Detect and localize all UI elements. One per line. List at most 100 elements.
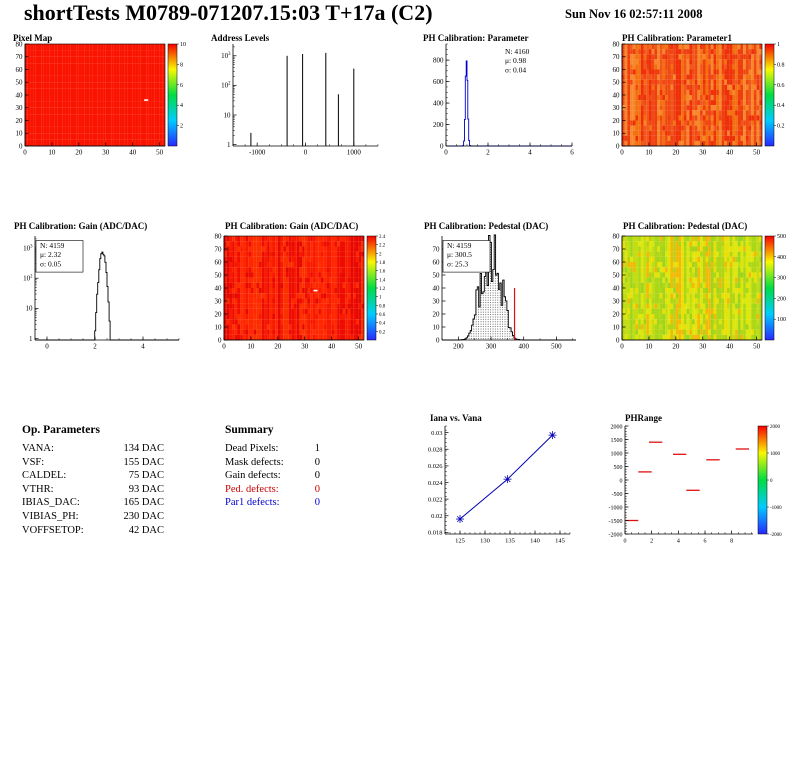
- svg-text:60: 60: [433, 258, 441, 266]
- svg-text:30: 30: [215, 297, 223, 305]
- summary-heading: Summary: [225, 424, 274, 436]
- svg-text:0.2: 0.2: [379, 330, 386, 335]
- svg-text:1000: 1000: [611, 451, 623, 457]
- svg-text:0.02: 0.02: [431, 513, 442, 520]
- svg-text:10: 10: [645, 343, 653, 351]
- ph-parameter-hist-title: PH Calibration: Parameter: [423, 33, 529, 43]
- svg-text:400: 400: [518, 343, 529, 351]
- svg-text:50: 50: [156, 149, 164, 157]
- svg-text:0.8: 0.8: [777, 62, 785, 68]
- svg-text:μ: 0.98: μ: 0.98: [505, 56, 526, 65]
- row-value: 230 DAC: [123, 510, 164, 522]
- svg-text:1.4: 1.4: [379, 278, 386, 283]
- svg-text:70: 70: [215, 245, 223, 253]
- svg-text:10: 10: [645, 149, 653, 157]
- svg-text:30: 30: [433, 297, 441, 305]
- svg-text:200: 200: [453, 343, 464, 351]
- svg-text:10: 10: [16, 130, 24, 138]
- svg-text:40: 40: [129, 149, 137, 157]
- row-label: VANA:: [22, 443, 54, 454]
- svg-text:-2000: -2000: [770, 533, 782, 538]
- svg-text:0: 0: [770, 479, 773, 484]
- data-row: Mask defects: 0: [225, 456, 320, 470]
- svg-text:8: 8: [180, 62, 183, 68]
- phrange-chart: 0 2 4 6 8 2000 1500 1000 500 0 -500 -1000 -1500 -2000…: [609, 424, 783, 544]
- svg-text:200: 200: [433, 121, 444, 129]
- svg-text:20: 20: [613, 310, 621, 318]
- svg-text:800: 800: [433, 56, 444, 64]
- pixel-map-title: Pixel Map: [13, 33, 53, 43]
- svg-text:300: 300: [777, 276, 786, 282]
- svg-text:145: 145: [555, 538, 565, 545]
- svg-text:30: 30: [613, 104, 621, 112]
- ph-parameter-hist-panel: PH Calibration: Parameter 0 2 4 6 0 200 400 600…: [406, 30, 596, 164]
- svg-text:10: 10: [433, 323, 441, 331]
- svg-text:20: 20: [613, 117, 621, 125]
- svg-text:0: 0: [616, 142, 620, 150]
- svg-text:-1000: -1000: [249, 149, 266, 157]
- svg-text:0: 0: [218, 336, 222, 344]
- ph-parameter1-map-panel: PH Calibration: Parameter1 0 10 20 30 40 50 0 1…: [605, 30, 795, 164]
- gain-map-panel: PH Calibration: Gain (ADC/DAC) 0 10 20 30 40…: [207, 218, 397, 354]
- row-label: CALDEL:: [22, 470, 67, 482]
- svg-text:μ: 300.5: μ: 300.5: [447, 250, 472, 259]
- svg-text:0.4: 0.4: [379, 322, 386, 327]
- svg-text:70: 70: [613, 53, 621, 61]
- svg-text:0.6: 0.6: [379, 313, 386, 318]
- svg-text:500: 500: [614, 465, 623, 471]
- svg-text:40: 40: [215, 284, 223, 292]
- gain-hist-panel: PH Calibration: Gain (ADC/DAC) 0 2 4 1 10 102…: [8, 218, 198, 354]
- svg-text:0.018: 0.018: [428, 530, 443, 537]
- svg-text:102: 102: [221, 82, 231, 90]
- summary-block: Dead Pixels: 1 Mask defects: 0 Gain defects:…: [225, 442, 320, 510]
- svg-text:30: 30: [613, 297, 621, 305]
- svg-text:σ: 0.04: σ: 0.04: [505, 65, 526, 74]
- summary-section: Summary Dead Pixels: 1 Mask defects: 0 Gain …: [225, 424, 320, 510]
- svg-text:σ: 25.3: σ: 25.3: [447, 259, 468, 268]
- gain-hist-title: PH Calibration: Gain (ADC/DAC): [14, 221, 148, 231]
- row-label: Par1 defects:: [225, 497, 280, 509]
- svg-text:70: 70: [16, 53, 24, 61]
- svg-text:2: 2: [180, 124, 183, 130]
- pedestal-hist-panel: PH Calibration: Pedestal (DAC) 200 300 400…: [406, 218, 596, 354]
- row-label: VIBIAS_PH:: [22, 510, 79, 522]
- svg-text:10: 10: [215, 323, 223, 331]
- svg-text:100: 100: [777, 317, 786, 323]
- iana-vana-chart: 125 130 135 140 145 0.018 0.02 0.022 0.024 0.026 0…: [428, 425, 571, 545]
- gain-map-title: PH Calibration: Gain (ADC/DAC): [225, 221, 359, 231]
- svg-text:0.8: 0.8: [379, 304, 386, 309]
- row-value: 1: [314, 443, 320, 454]
- svg-text:300: 300: [486, 343, 497, 351]
- svg-text:0: 0: [45, 343, 49, 351]
- ph-parameter1-map-chart: 0 10 20 30 40 50 0 10 20 30 40 50 60 70 80 1 0.8 0.6 0.4 0.…: [613, 40, 785, 157]
- data-row: Dead Pixels: 1: [225, 442, 320, 456]
- data-row: IBIAS_DAC: 165 DAC: [22, 496, 164, 510]
- svg-text:50: 50: [215, 271, 223, 279]
- svg-text:10: 10: [224, 111, 232, 119]
- svg-text:4: 4: [180, 103, 183, 109]
- svg-text:N: 4159: N: 4159: [447, 241, 472, 250]
- svg-text:-1000: -1000: [770, 506, 782, 511]
- svg-text:-1500: -1500: [609, 519, 623, 525]
- pedestal-map-title: PH Calibration: Pedestal (DAC): [623, 221, 748, 231]
- svg-text:30: 30: [699, 149, 707, 157]
- svg-text:10: 10: [247, 343, 255, 351]
- op-parameters-block: VANA: 134 DAC VSF: 155 DAC CALDEL: 75 DAC VTHR…: [22, 442, 164, 537]
- row-value: 0: [314, 456, 320, 468]
- svg-text:200: 200: [777, 296, 786, 302]
- row-value: 93 DAC: [128, 483, 164, 495]
- row-label: Ped. defects:: [225, 483, 279, 495]
- address-levels-panel: Address Levels -1000 0 1000 1 10 102 103: [207, 30, 397, 164]
- svg-text:20: 20: [672, 149, 680, 157]
- svg-text:0.03: 0.03: [431, 430, 442, 437]
- svg-text:400: 400: [777, 255, 786, 261]
- row-value: 165 DAC: [123, 497, 164, 509]
- svg-text:1500: 1500: [611, 438, 623, 444]
- svg-text:102: 102: [23, 275, 33, 283]
- svg-text:40: 40: [328, 343, 336, 351]
- data-row: CALDEL: 75 DAC: [22, 469, 164, 483]
- svg-text:70: 70: [613, 245, 621, 253]
